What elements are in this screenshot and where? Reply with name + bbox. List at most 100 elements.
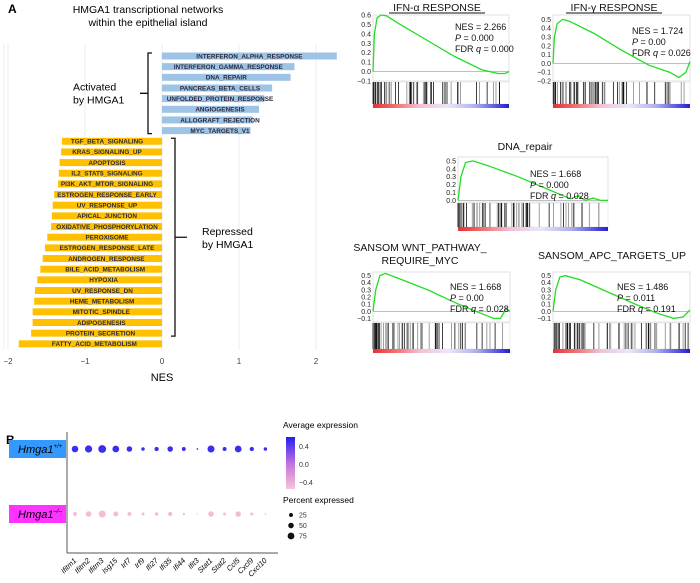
gsea-plot: IFN-α RESPONSE 0.6 0.5 0.4 0.3 0.2 0.1 0.0 −0.1 N… xyxy=(357,2,514,108)
x-tick-label: 0 xyxy=(160,357,165,366)
y-tick-label: 0.2 xyxy=(446,182,456,189)
expression-dot xyxy=(98,510,106,518)
row-label: Hmga1–/– xyxy=(18,509,62,521)
expression-dot xyxy=(181,447,186,451)
y-tick-label: 0.4 xyxy=(361,31,371,38)
p-number: = 0.011 xyxy=(623,293,655,303)
gene-label: Irf7 xyxy=(119,555,134,570)
bar xyxy=(44,244,162,252)
expression-dot xyxy=(249,446,254,452)
repressed-label-line1: Repressed xyxy=(202,226,253,238)
nes-value: NES = 2.266 xyxy=(455,22,506,32)
fdr-value: FDR q = 0.026 xyxy=(632,48,691,58)
p-value: P = 0.000 xyxy=(530,180,569,190)
ranked-list-colorbar xyxy=(373,349,510,353)
bar xyxy=(31,329,162,337)
p-number: = 0.00 xyxy=(456,293,484,303)
ranked-list-colorbar xyxy=(458,227,608,231)
expression-dot xyxy=(73,512,77,516)
y-tick-label: 0.5 xyxy=(446,158,456,165)
hit-barcode-area xyxy=(372,81,510,105)
fdr-label: FDR xyxy=(450,304,471,314)
q-label: q xyxy=(471,304,476,314)
bar xyxy=(54,191,163,199)
size-legend-dot xyxy=(289,513,293,517)
expression-dot xyxy=(71,445,79,453)
y-tick-label: 0.1 xyxy=(541,302,551,309)
nes-value: NES = 1.486 xyxy=(617,282,668,292)
y-tick-label: 0.3 xyxy=(361,41,371,48)
ranked-list-colorbar xyxy=(553,104,690,108)
color-legend-tick: 0.4 xyxy=(299,444,309,451)
expression-dot xyxy=(168,511,173,517)
bar-label: ESTROGEN_RESPONSE_LATE xyxy=(60,245,155,252)
bar-label: OXIDATIVE_PHOSPHORYLATION xyxy=(56,224,158,231)
plot-area xyxy=(552,14,691,82)
size-legend-label: 50 xyxy=(299,523,307,530)
gsea-title: REQUIRE_MYC xyxy=(381,255,458,267)
enrichment-curve xyxy=(372,14,510,75)
expression-dot xyxy=(126,446,133,452)
bar xyxy=(162,52,337,60)
enrichment-curve xyxy=(457,160,608,202)
expression-dot xyxy=(167,446,173,452)
expression-dot xyxy=(127,512,132,516)
bar-label: ALLOGRAFT_REJECTION xyxy=(180,117,260,124)
q-label: q xyxy=(653,48,658,58)
p-number: = 0.00 xyxy=(638,37,666,47)
expression-dot xyxy=(98,445,107,453)
y-tick-label: 0.1 xyxy=(361,60,371,67)
bar xyxy=(58,169,162,177)
color-legend-tick: 0.0 xyxy=(299,462,309,469)
bar xyxy=(59,159,163,167)
y-tick-label: 0.5 xyxy=(361,22,371,29)
hit-barcode-area xyxy=(372,322,511,350)
y-tick-label: −0.2 xyxy=(537,79,551,86)
bar xyxy=(162,105,260,113)
y-tick-label: 0.2 xyxy=(361,50,371,57)
y-tick-label: 0.2 xyxy=(541,295,551,302)
gsea-plot: IFN-γ RESPONSE 0.5 0.4 0.30.2 0.1 0.0 −0.1 −0.2… xyxy=(537,2,691,108)
y-tick-label: −0.1 xyxy=(357,316,371,323)
bar-label: HEME_METABOLISM xyxy=(70,298,135,305)
bar-label: UNFOLDED_PROTEIN_RESPONSE xyxy=(167,96,274,103)
bar-label: TGF_BETA_SIGNALING xyxy=(71,139,143,146)
p-number: = 0.000 xyxy=(461,33,494,43)
bar xyxy=(32,308,162,316)
hit-barcode-area xyxy=(552,322,691,350)
bar-label: UV_RESPONSE_UP xyxy=(77,203,138,210)
bar xyxy=(162,63,295,71)
y-tick-label: 0.4 xyxy=(446,166,456,173)
bar xyxy=(61,148,162,156)
fdr-value: FDR q = 0.028 xyxy=(450,304,509,314)
expression-dot xyxy=(264,513,267,515)
fdr-number: = 0.000 xyxy=(481,44,514,54)
enrichment-curve xyxy=(552,274,691,320)
expression-dot xyxy=(196,448,199,450)
gsea-plots: IFN-α RESPONSE0.60.50.40.30.20.10.0−0.1N… xyxy=(353,2,691,353)
q-label: q xyxy=(551,191,556,201)
fdr-value: FDR q = 0.191 xyxy=(617,304,676,314)
y-tick-label: 0.4 xyxy=(541,280,551,287)
size-legend-dot xyxy=(288,522,294,529)
bar-chart-title-line2: within the epithelial island xyxy=(87,17,207,29)
expression-dot xyxy=(154,446,159,452)
gene-name: Hmga1 xyxy=(18,509,53,521)
x-tick-label: −2 xyxy=(3,357,13,366)
expression-dot xyxy=(112,445,120,453)
nes-bar-chart: −2 −1 0 1 2 NES INTERFERON_ALPHA_RESPONSE INTER… xyxy=(3,44,337,384)
y-tick-label: 0.1 xyxy=(446,190,456,197)
ranked-list-colorbar xyxy=(373,104,509,108)
enrichment-curve xyxy=(552,18,691,79)
expression-dot xyxy=(207,445,215,453)
y-tick-label: 0.4 xyxy=(541,26,551,33)
y-tick-label: 0.5 xyxy=(541,273,551,280)
fdr-number: = 0.191 xyxy=(643,304,676,314)
bar-label: MYC_TARGETS_V1 xyxy=(190,128,250,135)
y-tick-label: 0.0 xyxy=(361,69,371,76)
x-tick-label: −1 xyxy=(80,357,90,366)
bar xyxy=(37,276,163,284)
bar-label: ADIPOGENESIS xyxy=(77,320,126,327)
expression-dot xyxy=(263,447,268,451)
